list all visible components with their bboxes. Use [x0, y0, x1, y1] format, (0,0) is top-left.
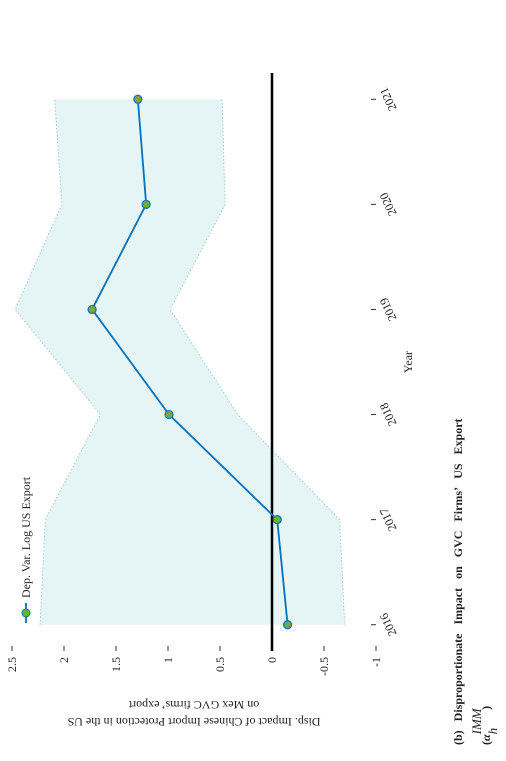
y-axis-label: on Mex GVC firms’ export [128, 698, 259, 712]
y-tick-label: 1.5 [109, 657, 123, 672]
math-sub: h [485, 728, 500, 735]
y-tick-label: 2 [57, 657, 71, 663]
chart-title: (b) Disproportionate Impact on GVC Firms… [451, 418, 465, 745]
math-sup: IMM [469, 707, 484, 735]
point [283, 620, 293, 630]
band-edge [169, 99, 346, 625]
point [87, 304, 97, 315]
x-tick-label: 2021 [377, 85, 400, 113]
series-line [91, 99, 289, 625]
confidence-band [15, 99, 345, 625]
x-tick-label: 2019 [377, 296, 400, 324]
math-close: ) [479, 706, 493, 710]
point [272, 515, 282, 525]
legend-label: Dep. Var. Log US Export [19, 476, 33, 598]
x-tick-label: 2020 [377, 191, 400, 219]
y-tick-label: -1 [369, 657, 383, 667]
x-tick-label: 2017 [377, 506, 400, 534]
x-tick-label: 2018 [377, 401, 400, 429]
y-tick-label: -0.5 [317, 657, 331, 676]
rotated-chart: -1 -0.5 0 0.5 1 1.5 2 2.5 2016 2017 2018 2019 2020 20… [5, 73, 500, 745]
point [164, 409, 174, 420]
point [133, 94, 143, 104]
math-symbol: α [479, 734, 493, 741]
y-tick-label: 0.5 [213, 657, 227, 672]
x-axis-label: Year [401, 351, 415, 373]
legend-marker [21, 608, 31, 618]
band-edge [14, 99, 101, 625]
title-math: (αIMMh) [469, 706, 500, 745]
y-axis-label: Disp. Impact of Chinese Import Protectio… [68, 715, 321, 729]
math-open: ( [479, 741, 493, 745]
x-tick-label: 2016 [377, 611, 400, 639]
y-tick-label: 0 [265, 657, 279, 663]
point [141, 199, 151, 209]
y-tick-label: 1 [161, 657, 175, 663]
y-tick-label: 2.5 [5, 657, 19, 672]
